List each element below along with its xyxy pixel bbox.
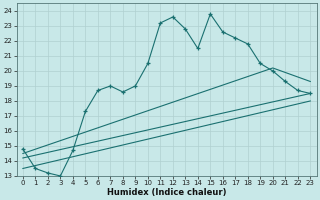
X-axis label: Humidex (Indice chaleur): Humidex (Indice chaleur) (107, 188, 226, 197)
